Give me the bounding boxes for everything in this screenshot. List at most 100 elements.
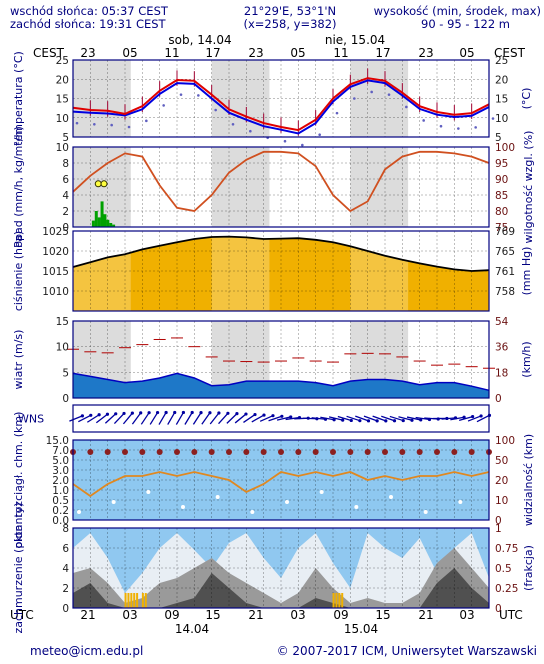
cloud-base-dot [122,449,128,455]
cloud-base-dot [174,449,180,455]
y-tick-label: 0 [62,393,69,405]
cloud-top-dot [389,495,393,499]
cloud-top-dot [181,505,185,509]
precip-bar [112,224,116,227]
cloud-base-dot [156,449,163,455]
wind-direction-head [208,411,212,415]
sunrise-text: wschód słońca: 05:37 CEST [10,4,169,18]
wind-direction-arrow [415,416,430,421]
wind-direction-arrow [268,415,283,422]
bottom-hour-label: 15 [205,608,220,622]
top-day-label-2: nie, 15.04 [325,33,385,47]
wind-direction-arrow [184,412,193,425]
dewpoint-dot [491,117,495,120]
top-hour-label: 17 [375,46,390,60]
y-tick-label-right: 85 [495,190,508,202]
convection-bar [141,593,144,608]
wind-direction-head [226,411,230,415]
cloud-base-dot [87,449,94,455]
wind-direction-head [235,412,239,416]
cloud-top-dot [423,510,428,514]
wind-direction-head [332,418,336,422]
axis-label: widzialność (km) [522,434,535,526]
cloud-base-dot [416,449,423,455]
y-tick-label: 15 [56,316,69,328]
y-tick-label-right: 75 [495,222,508,234]
wind-direction-head [392,419,397,423]
dewpoint-dot [110,123,113,127]
y-tick-label: 10 [56,342,69,354]
cloud-base-dot [382,449,388,455]
convection-bar [136,593,139,608]
wind-direction-arrow [243,414,256,423]
wind-direction-head [479,414,483,418]
wind-direction-arrow [192,412,202,425]
y-tick-label: 0 [62,222,69,234]
panel-border [72,439,490,521]
top-day-label-1: sob, 14.04 [168,33,231,47]
axis-label: (mm Hg) [520,247,533,296]
dewpoint-dot [439,124,443,128]
precip-bar [91,220,95,227]
y-tick-label: 1.0 [52,485,69,497]
cloud-base-dot [434,449,440,455]
y-tick-label: 6 [62,174,69,186]
panel-border [72,230,490,312]
top-hour-label: 05 [122,46,137,60]
cloud-base-dot [260,449,267,455]
wind-direction-arrow [218,412,229,425]
y-tick-label: 8 [62,158,69,170]
wind-direction-head [190,410,194,415]
wind-direction-arrow [175,412,184,425]
cloud-base-dot [191,449,198,455]
y-tick-label: 15 [56,94,69,106]
cloud-top-dot [146,490,151,494]
wind-direction-arrow [320,416,335,421]
dewpoint-dot [370,90,373,94]
axis-label: (km/h) [520,341,533,377]
y-tick-label-right: 36 [495,342,509,354]
footer-email[interactable]: meteo@icm.edu.pl [30,644,143,658]
wind-direction-head [366,419,371,423]
cloud-base-dot [208,449,215,455]
axis-label: wilgotność wzgl. (%) [522,131,535,244]
y-tick-label: 3.0 [52,465,69,477]
cloud-top-dot [111,500,116,504]
wind-direction-head [155,410,160,415]
cloud-top-dot [285,500,289,504]
dewpoint-dot [422,119,425,122]
y-tick-label: 20 [56,74,69,86]
wind-direction-head [164,410,168,415]
y-tick-label-right: 15 [495,94,508,106]
dewpoint-dot [405,105,408,109]
wind-direction-arrow [158,412,167,425]
wind-direction-arrow [450,416,465,421]
pressure-night-band [211,231,270,311]
dewpoint-dot [318,133,321,136]
dewpoint-line [72,79,490,135]
cloud-base-dot [278,449,284,455]
y-tick-label: 5 [62,132,69,144]
y-tick-label: 1015 [42,266,69,278]
wind-direction-arrow [226,413,238,424]
wind-direction-head [114,412,118,416]
wind-direction-arrow [131,412,142,425]
y-tick-label-right: 0 [495,603,502,615]
cloud-base-dot [312,449,319,455]
panel-wind-direction: WNS [18,404,492,433]
wind-direction-arrow [398,416,413,421]
wind-direction-arrow [441,417,456,420]
wind-direction-head [244,412,248,416]
wind-direction-head [253,412,257,417]
y-tick-label: 2 [62,206,69,218]
cloud-base-dot [139,449,146,455]
wind-direction-head [147,411,151,415]
wind-direction-head [105,412,110,416]
y-tick-label: 0 [62,603,69,615]
wind-direction-arrow [113,412,125,425]
dewpoint-dot [93,122,96,126]
wind-direction-arrow [337,415,352,422]
panel-visibility: 0.00.20.51.02.03.05.07.015.0 0 10 20 50 100 pi… [12,412,535,549]
panel-precipitation: 0 2 4 6 8 10 75 80 85 90 95 100 opad (mm/h, kg/m²/h)… [12,126,535,247]
bottom-hour-label: 21 [248,608,263,622]
